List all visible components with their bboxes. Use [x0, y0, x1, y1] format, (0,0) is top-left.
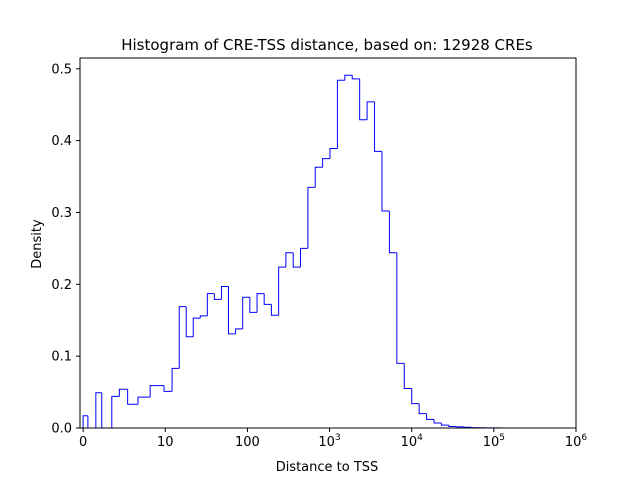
y-axis-ticks: 0.0 0.1 0.2 0.3 0.4 0.5: [51, 62, 80, 437]
x-axis-ticks: 0 10 100 103 104 105 106: [79, 428, 587, 450]
histogram-bin: [366, 101, 375, 120]
x-axis-label: Distance to TSS: [276, 460, 379, 475]
histogram-bin: [178, 306, 187, 369]
histogram-bin: [87, 415, 96, 429]
histogram-bin: [322, 158, 330, 168]
histogram-bin: [213, 293, 222, 300]
histogram-bin: [199, 315, 208, 319]
histogram-bin: [314, 166, 323, 188]
x-tick-label: 103: [318, 433, 340, 450]
histogram-bin: [388, 211, 397, 254]
histogram-bin: [263, 293, 272, 305]
histogram-bin: [220, 285, 229, 300]
histogram-bin: [403, 363, 412, 389]
histogram-bin: [300, 247, 308, 268]
histogram-bin: [185, 306, 194, 338]
y-axis-label: Density: [30, 219, 45, 269]
x-tick-label: 106: [565, 433, 588, 450]
y-tick-label: 0.3: [51, 206, 72, 221]
y-tick-label: 0.0: [51, 422, 72, 437]
axes-frame: [79, 57, 577, 429]
histogram-bin: [82, 415, 88, 428]
histogram-bin: [127, 389, 138, 405]
histogram-bin: [111, 395, 120, 428]
histogram-bin: [171, 367, 180, 392]
histogram-bin: [292, 252, 301, 268]
histogram-bin: [227, 286, 236, 335]
histogram-bin: [192, 317, 201, 337]
y-tick-label: 0.1: [51, 350, 72, 365]
histogram-bin: [433, 419, 442, 424]
histogram-bin: [351, 75, 360, 80]
histogram-bin: [440, 422, 449, 426]
y-tick-label: 0.4: [51, 134, 72, 149]
x-tick-label: 10: [157, 435, 174, 450]
histogram-bin: [448, 425, 457, 428]
histogram-bin: [256, 293, 265, 313]
x-tick-label: 104: [401, 433, 424, 450]
histogram-bin: [242, 296, 250, 329]
histogram-bin: [249, 297, 258, 313]
histogram-bin: [307, 186, 316, 249]
y-tick-label: 0.2: [51, 278, 72, 293]
histogram-bin: [426, 413, 435, 420]
chart-title: Histogram of CRE-TSS distance, based on:…: [121, 36, 533, 54]
histogram-bin: [344, 74, 353, 81]
x-tick-label: 0: [79, 435, 87, 450]
histogram-bin: [418, 403, 427, 415]
histogram-bin: [137, 396, 151, 405]
histogram-bin: [329, 148, 338, 159]
x-tick-label: 100: [235, 435, 260, 450]
histogram-bin: [336, 79, 345, 149]
histogram-bin: [278, 266, 286, 316]
plot-area: [79, 57, 577, 429]
histogram-bin: [149, 385, 165, 398]
histogram-bin: [411, 388, 420, 405]
histogram-bin: [101, 392, 112, 429]
y-tick-label: 0.5: [51, 62, 72, 77]
histogram-bin: [163, 385, 173, 392]
histogram-bin: [374, 101, 382, 152]
histogram-bin: [270, 304, 279, 316]
x-tick-label: 105: [483, 433, 505, 450]
histogram-bin: [95, 392, 102, 428]
histogram-bin: [118, 388, 128, 397]
histogram-bin: [396, 252, 405, 364]
histogram-bin: [235, 328, 243, 334]
histogram-bin: [359, 78, 368, 121]
histogram-bin: [381, 151, 390, 212]
histogram-bin: [206, 293, 215, 316]
histogram-bin: [285, 252, 294, 268]
